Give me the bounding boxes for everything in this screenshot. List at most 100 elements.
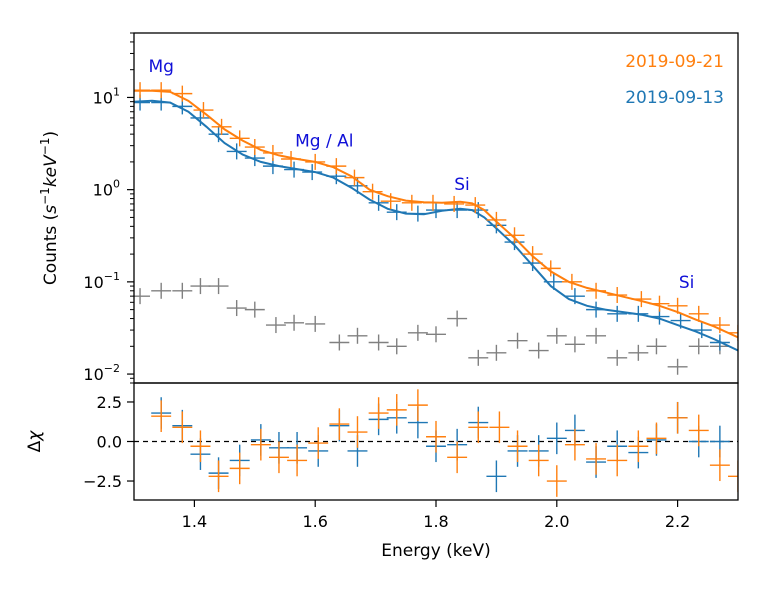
data-point-2019-09-21-20 — [522, 246, 543, 263]
line-annotations: Mg Mg / Al Si Si — [148, 57, 694, 293]
legend: 2019-09-21 2019-09-13 — [625, 52, 724, 108]
data-point-2019-09-13-3 — [190, 109, 211, 126]
data-point-background-6 — [244, 301, 265, 318]
residual-point-2019-09-21-4 — [229, 452, 250, 485]
residual-point-2019-09-21-22 — [586, 443, 607, 475]
residual-point-2019-09-21-25 — [646, 422, 667, 455]
residual-point-2019-09-21-9 — [329, 408, 350, 440]
residual-point-2019-09-21-28 — [709, 449, 730, 482]
residual-point-2019-09-21-13 — [407, 389, 428, 421]
data-point-background-11 — [347, 327, 368, 344]
data-point-background-2 — [172, 282, 193, 299]
data-point-background-19 — [507, 332, 528, 349]
residual-point-2019-09-21-21 — [564, 428, 585, 461]
y-axis-label: Counts (s−1keV−1) — [38, 131, 61, 285]
y-tick-base: 10 — [83, 273, 103, 292]
annotation-label: Mg / Al — [295, 132, 353, 152]
residual-point-2019-09-21-18 — [507, 430, 528, 463]
data-point-2019-09-21-14 — [401, 194, 422, 211]
residual-point-2019-09-21-11 — [368, 397, 389, 429]
data-point-2019-09-21-13 — [380, 193, 401, 210]
residual-point-2019-09-21-3 — [208, 460, 229, 493]
residual-point-2019-09-21-6 — [268, 441, 289, 474]
y-tick-label: 10−2 — [83, 362, 120, 384]
x-axis: 1.4 1.6 1.8 2.0 2.2 — [182, 500, 690, 531]
x-tick-label: 1.8 — [423, 512, 448, 531]
residual-series-layer — [151, 389, 738, 497]
residual-y-axis: 2.5 0.0 −2.5 — [83, 393, 134, 491]
y-tick-base: 10 — [93, 88, 113, 107]
y-tick-exponent: 0 — [113, 178, 120, 191]
y-tick-label: 0.0 — [97, 433, 122, 452]
residual-point-2019-09-21-16 — [468, 411, 489, 444]
data-point-background-4 — [208, 278, 229, 295]
residual-point-2019-09-21-26 — [667, 401, 688, 434]
annotation-label: Mg — [148, 57, 173, 77]
data-point-background-13 — [386, 338, 407, 355]
data-point-background-0 — [134, 288, 151, 305]
x-tick-label: 1.4 — [182, 512, 207, 531]
x-tick-label: 1.6 — [302, 512, 327, 531]
residual-point-2019-09-21-27 — [688, 414, 709, 447]
data-point-2019-09-21-30 — [728, 324, 738, 341]
spectrum-series-layer — [134, 82, 738, 375]
data-point-background-1 — [151, 282, 172, 299]
annotation-label: Si — [679, 273, 695, 293]
x-tick-label: 2.2 — [665, 512, 690, 531]
residual-point-2019-09-21-1 — [172, 411, 193, 444]
annotation-label: Si — [454, 175, 470, 195]
residual-point-2019-09-21-20 — [546, 465, 567, 497]
data-point-background-23 — [586, 327, 607, 344]
residual-point-2019-09-21-0 — [151, 400, 172, 433]
y-tick-label: 10−1 — [83, 270, 120, 292]
data-point-background-25 — [628, 344, 649, 361]
data-point-2019-09-13-28 — [691, 322, 712, 339]
y-tick-label: 2.5 — [97, 393, 122, 412]
residual-point-2019-09-21-15 — [447, 441, 468, 474]
data-point-background-21 — [546, 327, 567, 344]
data-point-background-10 — [329, 334, 350, 351]
y-tick-label: 101 — [93, 85, 120, 107]
data-point-2019-09-21-21 — [540, 260, 561, 277]
residual-point-2019-09-21-7 — [287, 444, 308, 477]
residual-panel: 2.5 0.0 −2.5 1.4 1.6 1.8 2.0 2.2 Δχ Energy (ke… — [25, 382, 739, 561]
x-axis-label: Energy (keV) — [381, 541, 491, 561]
data-point-background-14 — [407, 324, 428, 341]
data-point-2019-09-21-16 — [444, 195, 465, 212]
residual-y-axis-label: Δχ — [25, 430, 45, 453]
data-point-2019-09-21-28 — [688, 305, 709, 322]
data-point-background-27 — [667, 358, 688, 375]
data-point-background-12 — [368, 334, 389, 351]
residual-point-2019-09-21-17 — [489, 411, 510, 444]
y-tick-exponent: −2 — [104, 362, 120, 375]
residual-point-2019-09-21-19 — [528, 444, 549, 477]
residual-point-2019-09-21-23 — [607, 444, 628, 477]
y-tick-label: −2.5 — [83, 472, 122, 491]
legend-entry: 2019-09-21 — [625, 52, 724, 72]
data-point-background-3 — [190, 278, 211, 295]
y-tick-base: 10 — [93, 181, 113, 200]
data-point-background-24 — [607, 349, 628, 366]
data-point-2019-09-13-24 — [607, 305, 628, 322]
y-tick-exponent: 1 — [113, 85, 120, 98]
data-point-background-22 — [564, 336, 585, 353]
residual-point-2019-09-21-2 — [190, 430, 211, 463]
data-point-2019-09-21-18 — [486, 211, 507, 228]
y-tick-base: 10 — [83, 365, 103, 384]
data-point-background-16 — [447, 310, 468, 327]
data-point-background-15 — [426, 326, 446, 343]
y-tick-exponent: −1 — [104, 270, 120, 283]
data-point-background-28 — [688, 338, 709, 355]
residual-point-2019-09-21-24 — [628, 430, 649, 463]
model-line-2019-09-21 — [134, 89, 738, 339]
residual-point-2019-09-21-10 — [347, 416, 368, 448]
data-point-background-18 — [486, 344, 507, 361]
data-point-2019-09-13-12 — [368, 194, 389, 211]
data-point-background-5 — [226, 300, 247, 317]
residual-point-2019-09-13-20 — [546, 422, 567, 455]
y-tick-label: 100 — [93, 178, 120, 200]
residual-point-2019-09-21-12 — [386, 394, 407, 426]
